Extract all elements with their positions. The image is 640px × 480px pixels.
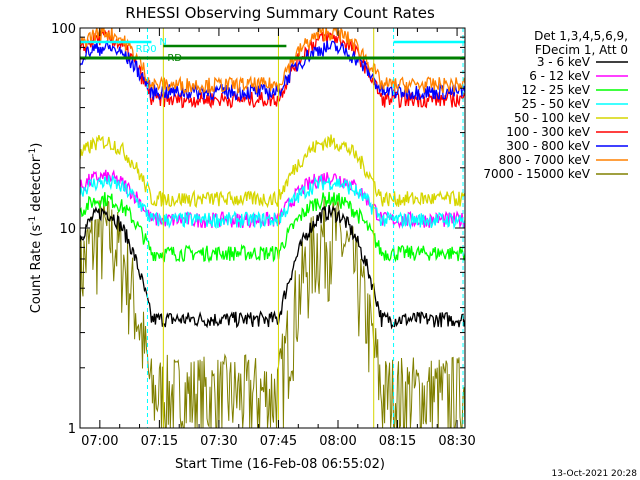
y-tick-label: 100 [51,22,76,37]
legend-label: 7000 - 15000 keV [483,167,590,181]
legend-label: 6 - 12 keV [529,69,591,83]
x-tick-label: 08:00 [319,434,356,449]
y-axis-label: Count Rate (s-1 detector-1) [28,143,44,314]
x-tick-label: 07:30 [200,434,237,449]
x-tick-label: 07:45 [260,434,297,449]
flag-annotation: RD0 [136,44,157,55]
legend-label: 800 - 7000 keV [499,153,591,167]
x-tick-label: 07:15 [141,434,178,449]
legend-label: 25 - 50 keV [522,97,591,111]
legend-header-line-1: Det 1,3,4,5,6,9, [534,29,628,43]
series-line-1 [80,204,465,330]
legend-header-line-2: FDecim 1, Att 0 [535,43,628,57]
footer-timestamp: 13-Oct-2021 20:28 [552,469,638,479]
series-line-9 [80,196,465,428]
x-tick-label: 08:15 [379,434,416,449]
y-tick-label: 10 [59,222,76,237]
series-line-3 [80,191,465,264]
legend: Det 1,3,4,5,6,9, FDecim 1, Att 0 3 - 6 k… [483,29,628,181]
y-axis: 1 10 100 [51,22,465,437]
x-axis: 07:00 07:15 07:30 07:45 08:00 08:15 08:30 [79,28,476,449]
series-line-5 [80,134,465,209]
series-line-4 [80,174,465,230]
x-tick-label: 08:30 [438,434,475,449]
legend-label: 300 - 800 keV [506,139,590,153]
legend-label: 12 - 25 keV [522,83,591,97]
series-group [80,28,465,428]
series-line-7 [80,40,465,102]
y-tick-label: 1 [68,422,76,437]
x-axis-label: Start Time (16-Feb-08 06:55:02) [175,457,385,472]
legend-label: 3 - 6 keV [537,55,591,69]
x-tick-label: 07:00 [81,434,118,449]
series-line-8 [80,28,465,95]
legend-label: 50 - 100 keV [514,111,591,125]
chart-title: RHESSI Observing Summary Count Rates [125,4,435,22]
series-line-2 [80,169,465,229]
flag-annotation: RD [167,53,182,64]
legend-label: 100 - 300 keV [506,125,590,139]
flag-annotation: N [159,37,166,48]
